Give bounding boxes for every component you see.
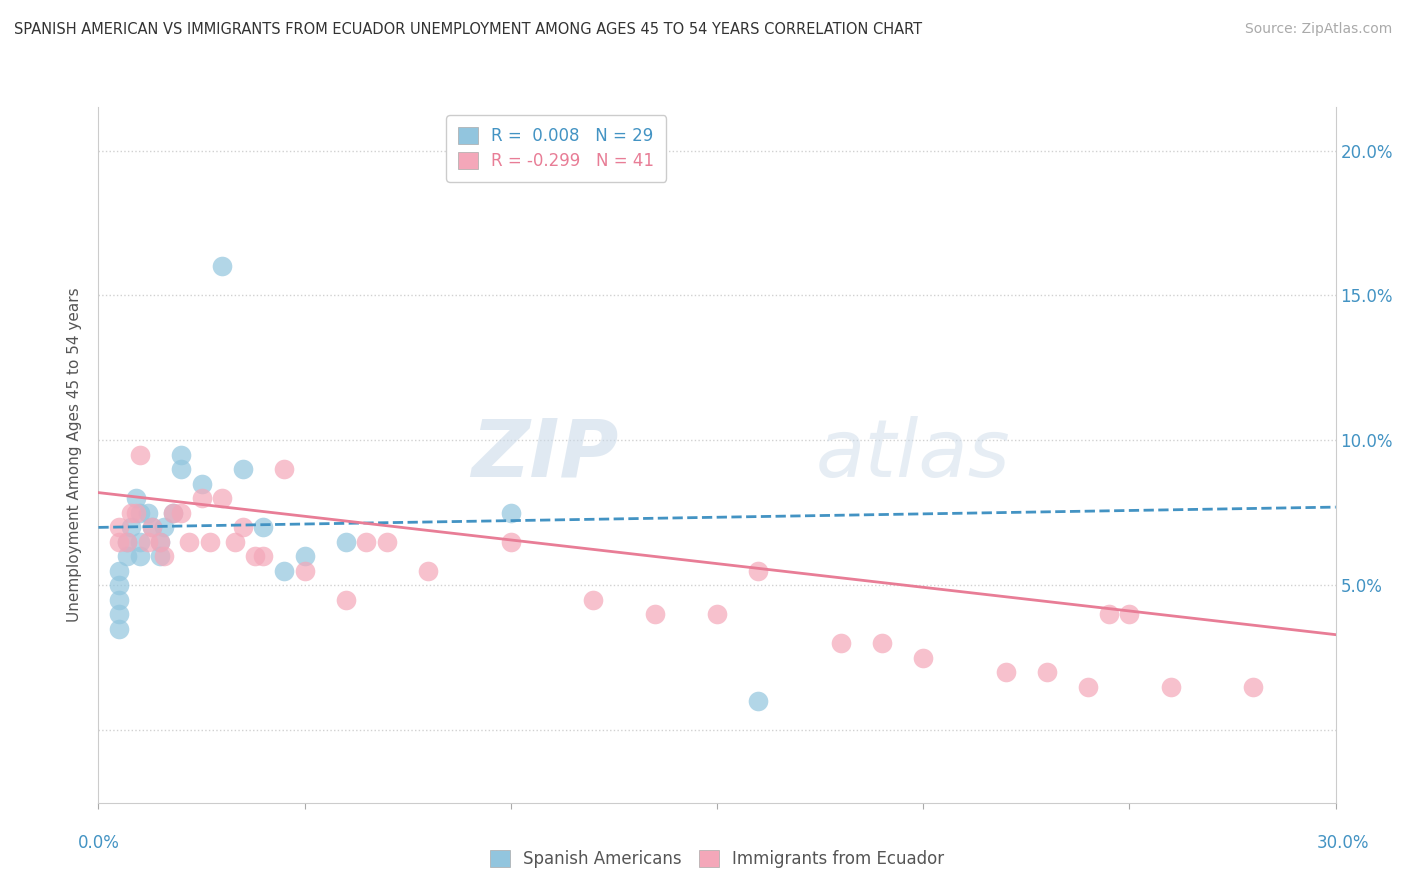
Point (706, 607, 728, 622)
Point (335, 534, 357, 549)
Point (224, 534, 246, 549)
Point (335, 592, 357, 607)
Point (179, 534, 201, 549)
Point (108, 534, 131, 549)
Point (108, 564, 131, 578)
Point (141, 520, 163, 534)
Point (117, 534, 139, 549)
Point (211, 491, 233, 506)
Point (211, 260, 233, 274)
Point (198, 534, 221, 549)
Point (108, 607, 131, 622)
Point (252, 520, 274, 534)
Point (162, 506, 184, 520)
Point (124, 506, 146, 520)
Point (232, 520, 254, 534)
Point (124, 491, 146, 506)
Text: SPANISH AMERICAN VS IMMIGRANTS FROM ECUADOR UNEMPLOYMENT AMONG AGES 45 TO 54 YEA: SPANISH AMERICAN VS IMMIGRANTS FROM ECUA… (14, 22, 922, 37)
Point (356, 534, 378, 549)
Text: Source: ZipAtlas.com: Source: ZipAtlas.com (1244, 22, 1392, 37)
Point (108, 622, 131, 636)
Point (136, 506, 159, 520)
Point (294, 564, 316, 578)
Point (153, 520, 176, 534)
Point (232, 462, 254, 476)
Point (117, 534, 139, 549)
Point (128, 448, 150, 462)
Point (108, 520, 131, 534)
Point (128, 534, 150, 549)
Legend: Spanish Americans, Immigrants from Ecuador: Spanish Americans, Immigrants from Ecuad… (479, 839, 955, 878)
Point (149, 534, 172, 549)
Point (117, 549, 139, 564)
Point (830, 636, 852, 650)
Point (128, 506, 150, 520)
Point (273, 462, 295, 476)
Point (912, 651, 935, 665)
Point (136, 534, 159, 549)
Point (747, 564, 769, 578)
Point (418, 564, 440, 578)
Point (1036, 665, 1059, 680)
Point (252, 549, 274, 564)
Text: ZIP: ZIP (471, 416, 619, 494)
Point (120, 520, 142, 534)
Point (108, 578, 131, 592)
Point (1241, 680, 1264, 694)
Point (170, 448, 193, 462)
Point (294, 549, 316, 564)
Point (120, 506, 142, 520)
Point (141, 520, 163, 534)
Point (1077, 680, 1099, 694)
Point (273, 564, 295, 578)
Point (1118, 607, 1140, 622)
Point (644, 607, 666, 622)
Point (162, 506, 184, 520)
Point (499, 534, 522, 549)
Text: atlas: atlas (815, 416, 1011, 494)
Y-axis label: Unemployment Among Ages 45 to 54 years: Unemployment Among Ages 45 to 54 years (67, 287, 83, 623)
Point (1098, 607, 1121, 622)
Point (582, 592, 605, 607)
Point (149, 549, 172, 564)
Point (994, 665, 1017, 680)
Point (170, 462, 193, 476)
Point (170, 506, 193, 520)
Point (1160, 680, 1182, 694)
Text: 30.0%: 30.0% (1316, 834, 1369, 852)
Point (153, 549, 176, 564)
Point (243, 549, 266, 564)
Point (870, 636, 893, 650)
Point (747, 694, 769, 708)
Text: 0.0%: 0.0% (77, 834, 120, 852)
Point (499, 506, 522, 520)
Point (375, 534, 398, 549)
Point (108, 592, 131, 607)
Point (128, 549, 150, 564)
Point (190, 476, 212, 491)
Point (190, 491, 212, 506)
Point (149, 534, 172, 549)
